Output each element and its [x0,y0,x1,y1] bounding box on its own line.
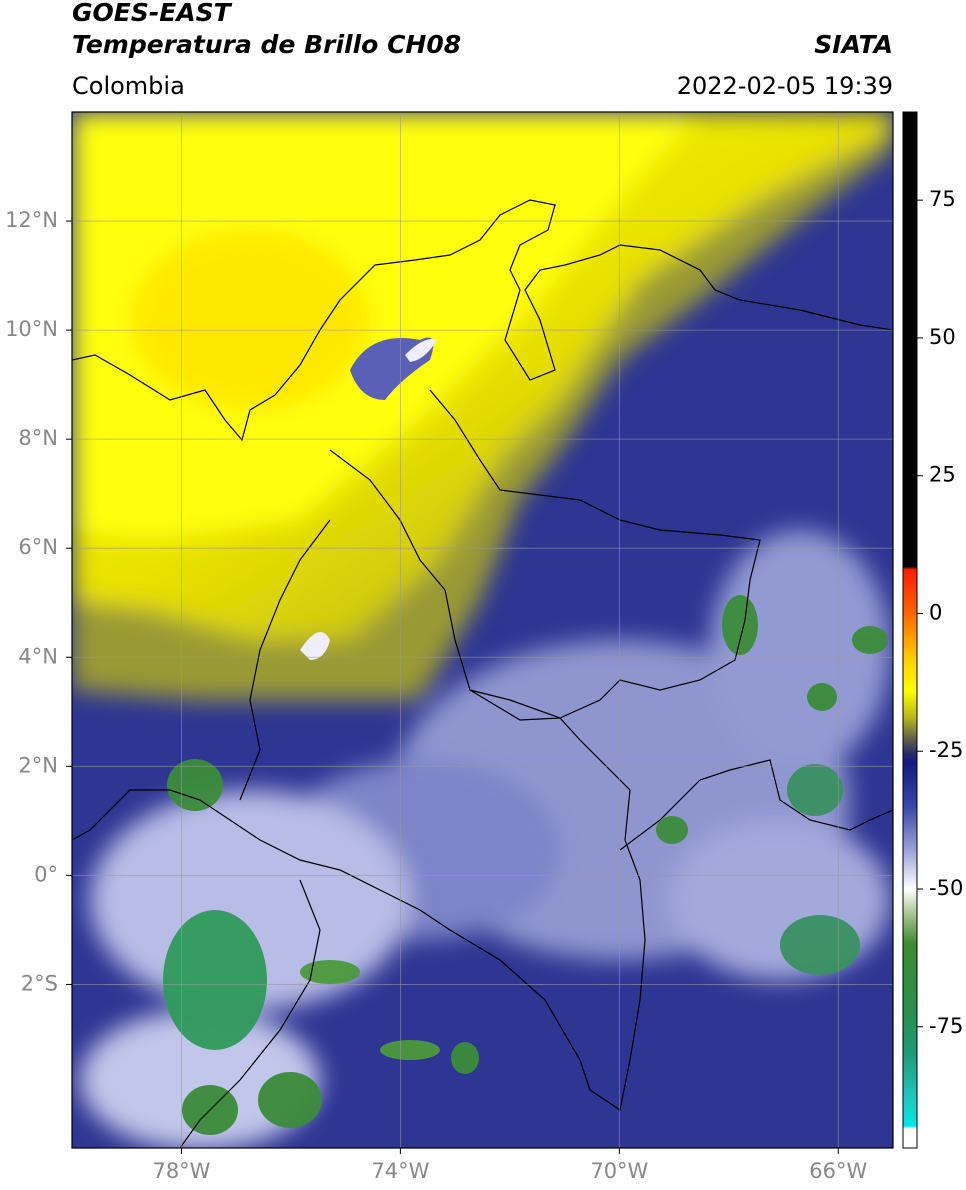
subtitle: Temperatura de Brillo CH08 [72,30,461,59]
colorbar-tick-label: -75 [929,1014,963,1038]
y-tick-label: 6°N [18,535,58,559]
colorbar-tick-label: -25 [929,738,963,762]
x-tick-label: 78°W [152,1159,210,1183]
y-tick-label: 4°N [18,644,58,668]
colorbar-frame [902,111,918,1149]
colorbar-tick-label: 75 [929,187,956,211]
source: SIATA [814,30,893,59]
x-tick-label: 70°W [590,1159,648,1183]
colorbar [903,112,917,1148]
region: Colombia [72,72,185,100]
map-frame [71,111,894,1149]
y-tick-label: 0° [34,862,58,886]
x-tick-label: 66°W [809,1159,867,1183]
colorbar-tick-label: -50 [929,876,963,900]
colorbar-tick-label: 0 [929,600,942,624]
colorbar-tick-label: 50 [929,325,956,349]
y-tick-label: 2°S [21,971,58,995]
colorbar-tick-label: 25 [929,463,956,487]
y-tick-label: 2°N [18,753,58,777]
y-tick-label: 12°N [5,208,58,232]
x-tick-label: 74°W [371,1159,429,1183]
y-tick-label: 10°N [5,317,58,341]
title: GOES-EAST [72,0,233,27]
satellite-image [72,112,893,1148]
datetime: 2022-02-05 19:39 [677,72,893,100]
y-tick-label: 8°N [18,426,58,450]
